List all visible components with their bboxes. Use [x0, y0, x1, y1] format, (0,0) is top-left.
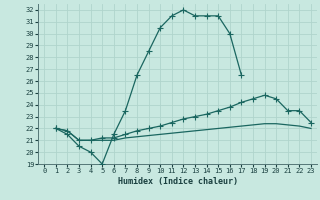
- X-axis label: Humidex (Indice chaleur): Humidex (Indice chaleur): [118, 177, 238, 186]
